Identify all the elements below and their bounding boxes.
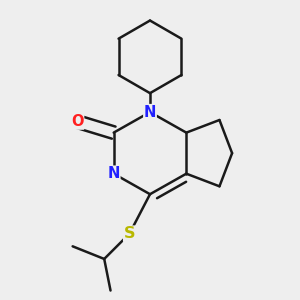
Text: N: N	[107, 166, 120, 181]
Text: N: N	[144, 105, 156, 120]
Text: S: S	[124, 226, 135, 241]
Text: O: O	[71, 114, 84, 129]
